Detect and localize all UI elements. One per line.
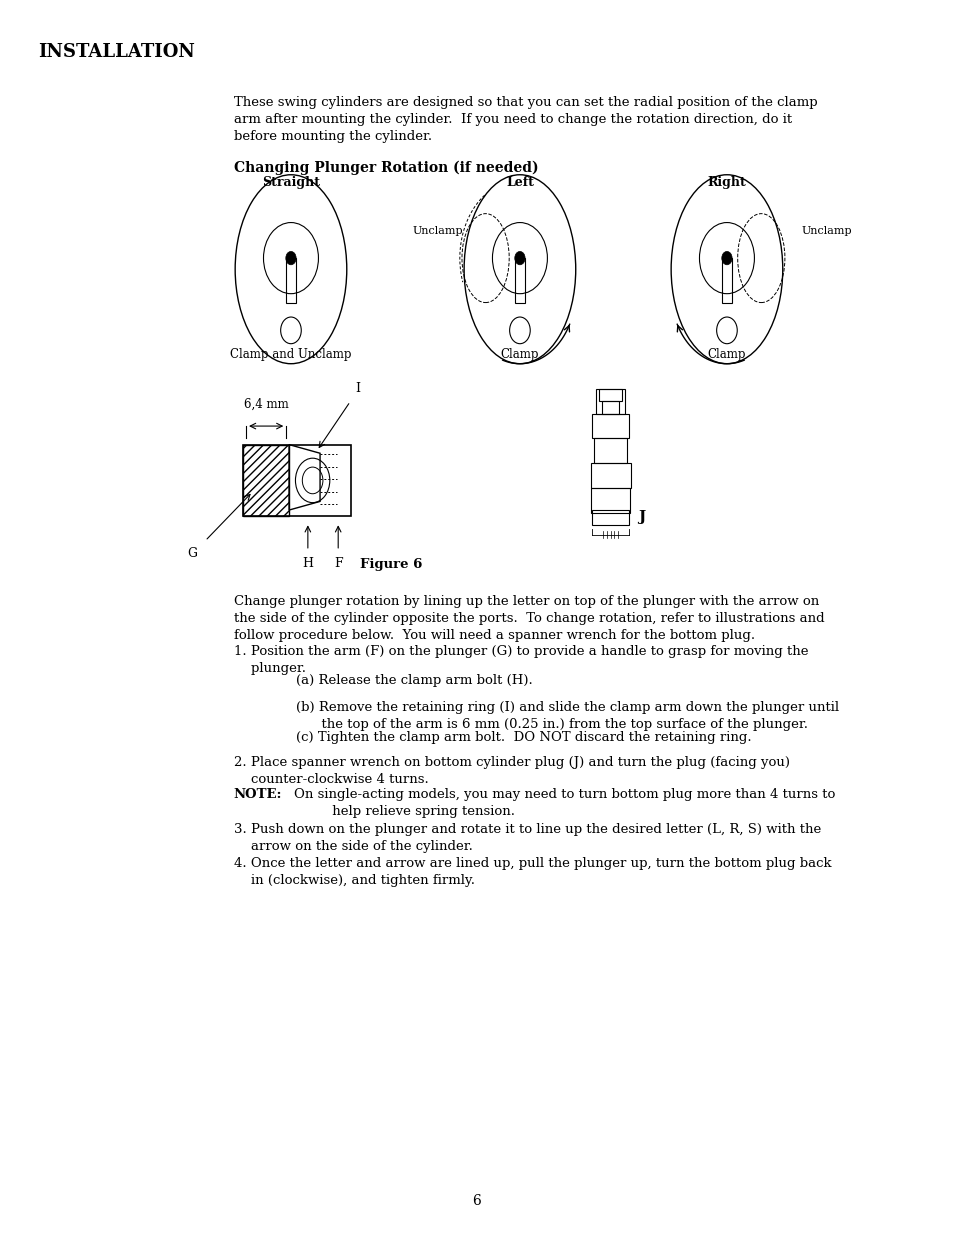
- Text: Left: Left: [505, 175, 534, 189]
- Text: On single-acting models, you may need to turn bottom plug more than 4 turns to
 : On single-acting models, you may need to…: [294, 788, 834, 818]
- Bar: [592, 510, 628, 525]
- Bar: [601, 401, 618, 414]
- Circle shape: [515, 252, 524, 264]
- Text: 3. Push down on the plunger and rotate it to line up the desired letter (L, R, S: 3. Push down on the plunger and rotate i…: [233, 823, 821, 852]
- Text: I: I: [355, 382, 359, 395]
- Text: 6,4 mm: 6,4 mm: [244, 398, 288, 411]
- Text: Clamp: Clamp: [500, 348, 538, 362]
- Text: H: H: [302, 557, 313, 571]
- Text: (a) Release the clamp arm bolt (H).: (a) Release the clamp arm bolt (H).: [295, 674, 532, 688]
- Bar: [721, 258, 731, 303]
- Text: These swing cylinders are designed so that you can set the radial position of th: These swing cylinders are designed so th…: [233, 96, 817, 143]
- Text: 1. Position the arm (F) on the plunger (G) to provide a handle to grasp for movi: 1. Position the arm (F) on the plunger (…: [233, 645, 807, 674]
- Bar: [596, 389, 624, 414]
- Text: G: G: [188, 547, 197, 561]
- Text: Right: Right: [707, 175, 745, 189]
- Circle shape: [721, 252, 731, 264]
- Text: Change plunger rotation by lining up the letter on top of the plunger with the a: Change plunger rotation by lining up the…: [233, 595, 823, 642]
- Bar: [515, 258, 524, 303]
- Bar: [592, 414, 628, 438]
- Text: F: F: [334, 557, 342, 571]
- Text: INSTALLATION: INSTALLATION: [38, 43, 194, 62]
- Text: Figure 6: Figure 6: [359, 558, 422, 572]
- Text: Unclamp: Unclamp: [801, 226, 851, 236]
- Bar: [590, 463, 630, 488]
- Text: Clamp: Clamp: [707, 348, 745, 362]
- Text: 2. Place spanner wrench on bottom cylinder plug (J) and turn the plug (facing yo: 2. Place spanner wrench on bottom cylind…: [233, 756, 789, 785]
- Bar: [591, 488, 629, 513]
- Text: NOTE:: NOTE:: [233, 788, 282, 802]
- Bar: [243, 445, 289, 516]
- Bar: [286, 258, 295, 303]
- Text: Straight: Straight: [262, 175, 319, 189]
- Text: Unclamp: Unclamp: [413, 226, 463, 236]
- Text: Changing Plunger Rotation (if needed): Changing Plunger Rotation (if needed): [233, 161, 537, 175]
- Bar: [243, 445, 351, 516]
- Bar: [593, 438, 627, 463]
- Text: J: J: [638, 510, 645, 525]
- Text: 6: 6: [472, 1194, 481, 1208]
- Text: (b) Remove the retaining ring (I) and slide the clamp arm down the plunger until: (b) Remove the retaining ring (I) and sl…: [295, 701, 838, 731]
- Text: (c) Tighten the clamp arm bolt.  DO NOT discard the retaining ring.: (c) Tighten the clamp arm bolt. DO NOT d…: [295, 731, 751, 745]
- Circle shape: [286, 252, 295, 264]
- Text: 4. Once the letter and arrow are lined up, pull the plunger up, turn the bottom : 4. Once the letter and arrow are lined u…: [233, 857, 830, 887]
- Bar: [598, 389, 621, 401]
- Text: Clamp and Unclamp: Clamp and Unclamp: [230, 348, 352, 362]
